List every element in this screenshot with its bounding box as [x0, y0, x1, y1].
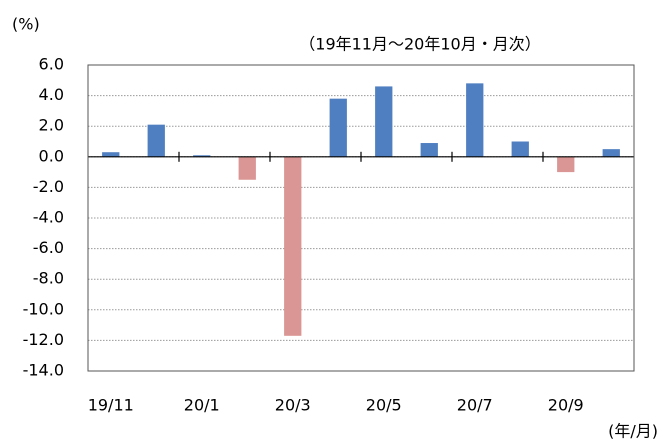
bar	[284, 156, 302, 336]
x-tick-label: 20/1	[184, 396, 220, 415]
y-tick-label: -12.0	[23, 330, 64, 349]
plot-border	[87, 64, 635, 372]
bar	[420, 143, 438, 157]
bar	[193, 155, 211, 157]
y-tick-label: -14.0	[23, 361, 64, 380]
x-tick-label: 20/9	[548, 396, 584, 415]
y-tick-label: -8.0	[33, 269, 64, 288]
bar	[602, 149, 620, 157]
bar	[147, 124, 165, 157]
bar	[511, 141, 529, 157]
bar	[375, 86, 393, 157]
x-axis-label: (年/月)	[608, 422, 658, 441]
bar	[102, 152, 120, 157]
y-tick-label: -6.0	[33, 238, 64, 257]
y-tick-label: 0.0	[39, 146, 64, 165]
y-tick-label: 6.0	[39, 55, 64, 74]
y-tick-label: -4.0	[33, 208, 64, 227]
x-tick-label: 20/7	[457, 396, 493, 415]
y-tick-label: -10.0	[23, 299, 64, 318]
x-tick-label: 20/3	[275, 396, 311, 415]
chart-subtitle: （19年11月～20年10月・月次）	[299, 35, 540, 54]
y-tick-label: 4.0	[39, 85, 64, 104]
bar	[329, 98, 347, 157]
y-tick-label: -2.0	[33, 177, 64, 196]
bar	[466, 83, 484, 157]
y-tick-label: 2.0	[39, 116, 64, 135]
y-unit: (%)	[12, 15, 40, 34]
bar	[557, 156, 575, 173]
x-tick-label: 19/11	[88, 396, 134, 415]
x-tick-label: 20/5	[366, 396, 402, 415]
bar	[238, 156, 256, 180]
